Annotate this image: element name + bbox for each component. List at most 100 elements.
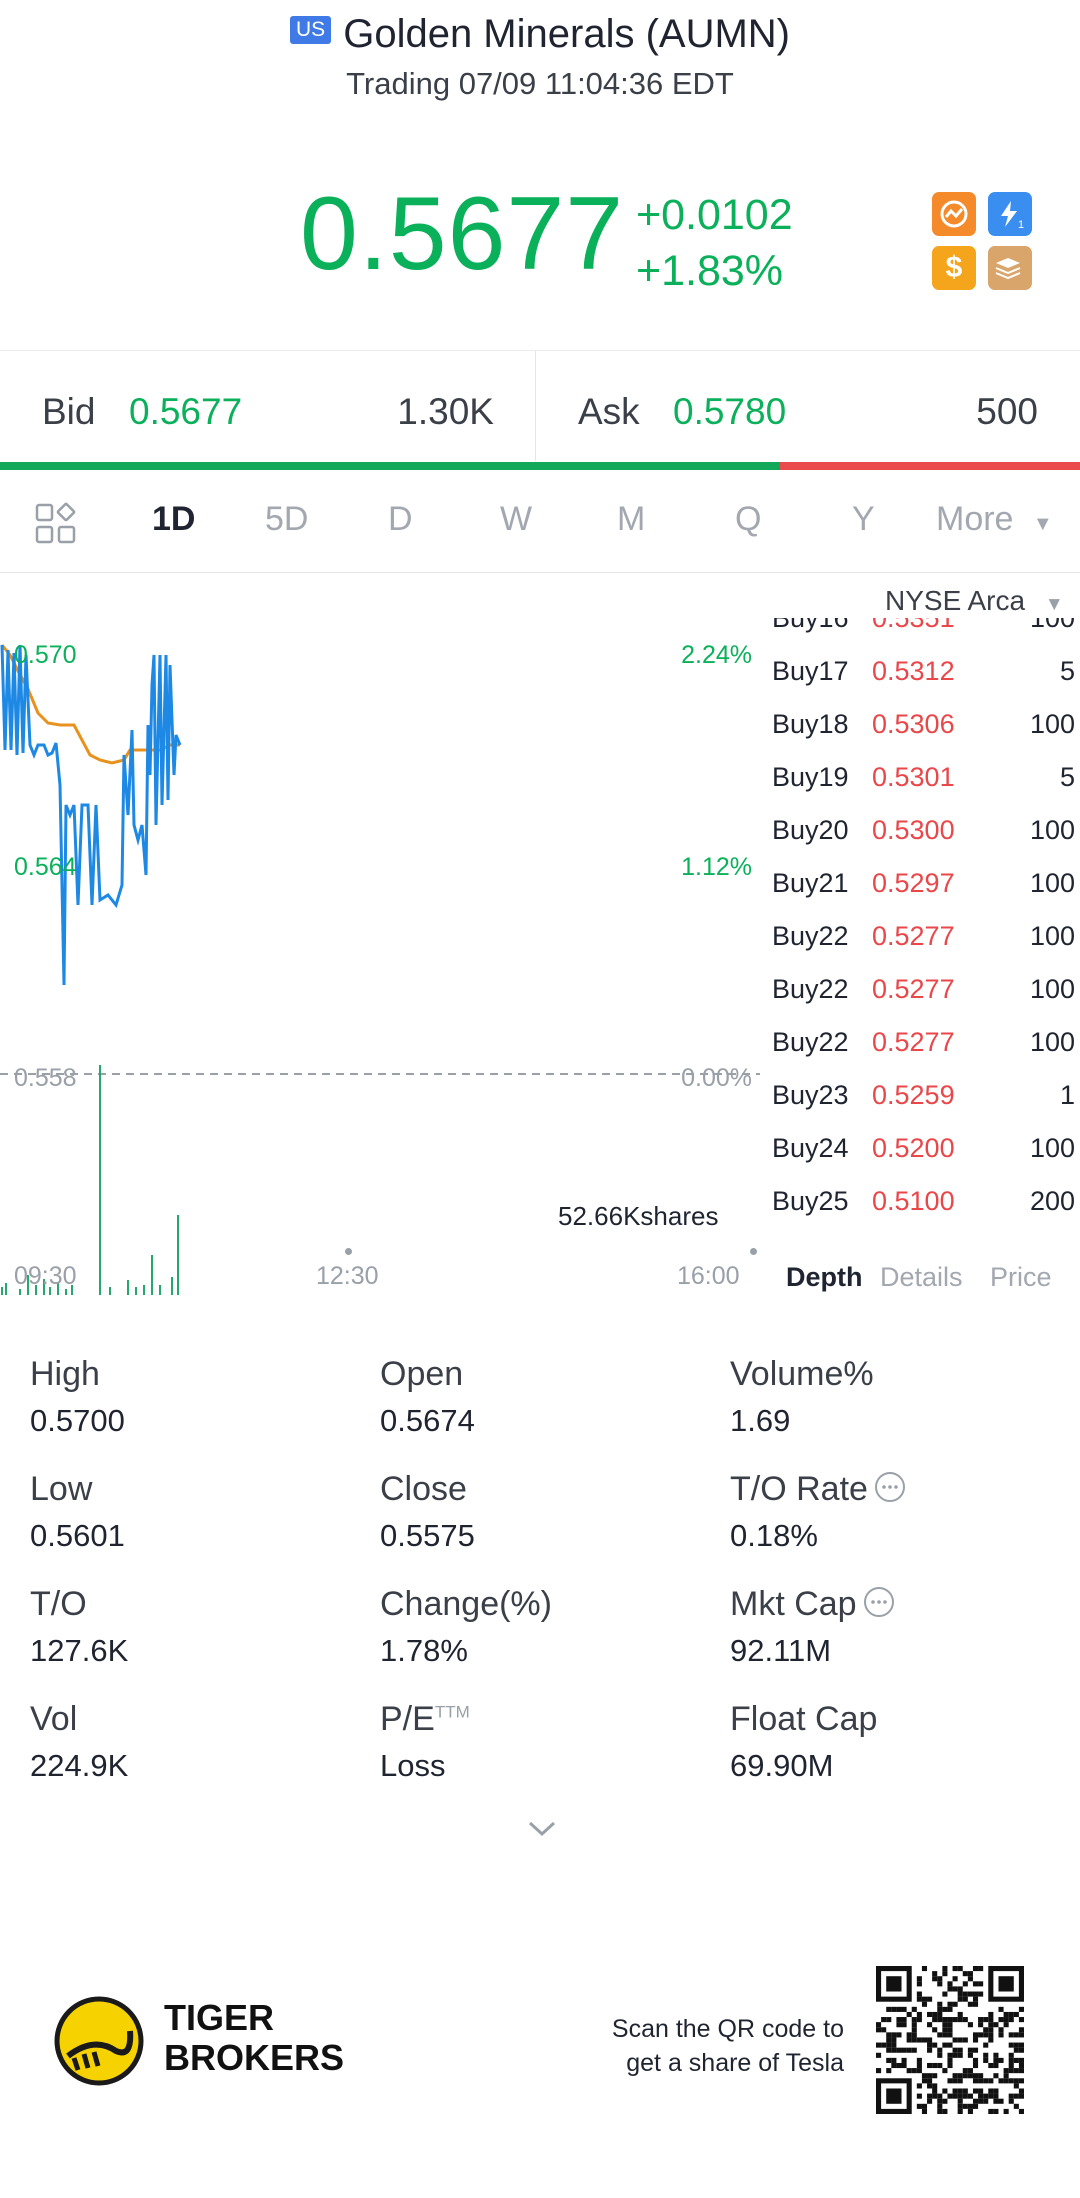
tab-more[interactable]: More ▼ <box>936 500 1053 539</box>
chart-scroll-dot <box>750 1248 757 1255</box>
tab-depth[interactable]: Depth <box>786 1262 863 1292</box>
depth-level: Buy22 <box>772 921 849 951</box>
tab-y[interactable]: Y <box>852 500 875 538</box>
depth-price: 0.5300 <box>872 815 955 845</box>
promo-footer: TIGER BROKERS Scan the QR code to get a … <box>0 1930 1080 2170</box>
depth-row: Buy22 0.5277 100 <box>772 974 1077 1027</box>
depth-level: Buy21 <box>772 868 849 898</box>
pe-superscript: TTM <box>434 1702 470 1722</box>
tab-m[interactable]: M <box>617 500 646 538</box>
stat-label: High <box>30 1355 100 1394</box>
chevron-down-icon: ▼ <box>1032 513 1053 535</box>
trend-icon[interactable] <box>932 192 976 236</box>
ask-size: 500 <box>976 391 1038 432</box>
depth-row: Buy23 0.5259 1 <box>772 1080 1077 1133</box>
depth-row: Buy19 0.5301 5 <box>772 762 1077 815</box>
tab-w[interactable]: W <box>500 500 533 538</box>
depth-level: Buy22 <box>772 1027 849 1057</box>
stat-label: Change(%) <box>380 1585 552 1624</box>
stat-value: 1.69 <box>730 1403 791 1433</box>
price-axis-top: 0.570 <box>14 641 77 669</box>
pct-axis-top: 2.24% <box>681 641 752 669</box>
depth-row: Buy21 0.5297 100 <box>772 868 1077 921</box>
exchange-selector[interactable]: NYSE Arca ▼ <box>885 585 1064 617</box>
tab-price[interactable]: Price <box>990 1262 1052 1292</box>
tab-1d[interactable]: 1D <box>152 500 196 538</box>
stat-value: 0.5700 <box>30 1403 125 1433</box>
stat-value: 69.90M <box>730 1748 834 1778</box>
brand-line-1: TIGER <box>164 1997 275 2038</box>
depth-price: 0.5277 <box>872 974 955 1004</box>
time-axis-mid: 12:30 <box>316 1262 379 1290</box>
intraday-chart[interactable]: 0.570 0.564 0.558 2.24% 1.12% 0.00% 52.6… <box>0 575 760 1295</box>
depth-row: Buy22 0.5277 100 <box>772 921 1077 974</box>
depth-level: Buy17 <box>772 656 849 686</box>
stat-label-text: Change(%) <box>380 1585 552 1623</box>
stat-label-text: Mkt Cap <box>730 1585 857 1623</box>
svg-text:1: 1 <box>1018 219 1024 230</box>
depth-row: Buy24 0.5200 100 <box>772 1133 1077 1186</box>
promo-text: Scan the QR code to get a share of Tesla <box>612 2012 844 2080</box>
time-axis-start: 09:30 <box>14 1262 77 1290</box>
stat-label-text: Open <box>380 1355 464 1393</box>
depth-level: Buy19 <box>772 762 849 792</box>
tab-q[interactable]: Q <box>735 500 762 538</box>
layout-grid-icon[interactable] <box>34 502 78 551</box>
depth-row: Buy16 0.5351 100 <box>772 618 1077 656</box>
last-price: 0.5677 <box>300 176 625 292</box>
tab-5d[interactable]: 5D <box>265 500 309 538</box>
stat-label-text: P/E <box>380 1700 435 1738</box>
volume-label: 52.66Kshares <box>558 1201 719 1231</box>
stat-label: Close <box>380 1470 467 1509</box>
price-axis-mid: 0.564 <box>14 853 77 881</box>
dollar-icon[interactable]: $ <box>932 246 976 290</box>
stat-value: 127.6K <box>30 1633 129 1663</box>
depth-price: 0.5297 <box>872 868 955 898</box>
depth-size: 100 <box>1029 1133 1075 1163</box>
stat-label-text: Float Cap <box>730 1700 878 1738</box>
depth-row: Buy17 0.5312 5 <box>772 656 1077 709</box>
tab-more-label: More <box>936 500 1014 538</box>
depth-price: 0.5301 <box>872 762 955 792</box>
expand-chevron-icon[interactable] <box>526 1818 558 1845</box>
depth-price: 0.5100 <box>872 1186 955 1216</box>
lightning-icon[interactable]: 1 <box>988 192 1032 236</box>
stat-label-text: T/O <box>30 1585 87 1623</box>
ask-ratio-bar <box>780 462 1080 470</box>
depth-price: 0.5306 <box>872 709 955 739</box>
depth-size: 5 <box>1059 762 1075 792</box>
chevron-down-icon: ▼ <box>1044 594 1064 615</box>
depth-level: Buy18 <box>772 709 849 739</box>
depth-list[interactable]: Buy16 0.5351 100 Buy17 0.5312 5 Buy18 0.5306 100… <box>770 618 1080 1254</box>
stat-value: 1.78% <box>380 1633 468 1663</box>
stat-label-text: Vol <box>30 1700 78 1738</box>
layers-icon[interactable] <box>988 246 1032 290</box>
tab-details[interactable]: Details <box>880 1262 963 1292</box>
stat-value: 92.11M <box>730 1633 832 1663</box>
stat-value: 0.5674 <box>380 1403 475 1433</box>
title-row: US Golden Minerals (AUMN) <box>0 12 1080 57</box>
stat-label: P/ETTM <box>380 1700 470 1739</box>
stat-value: 0.5575 <box>380 1518 475 1548</box>
depth-price: 0.5200 <box>872 1133 955 1163</box>
price-change-block: +0.0102 +1.83% <box>636 187 793 299</box>
bid-ask-panel: Bid 0.5677 1.30K Ask 0.5780 500 <box>0 350 1080 471</box>
depth-row: Buy22 0.5277 100 <box>772 1027 1077 1080</box>
stat-label: Float Cap <box>730 1700 877 1739</box>
more-info-icon[interactable] <box>863 1586 895 1627</box>
depth-level: Buy25 <box>772 1186 849 1216</box>
depth-price: 0.5312 <box>872 656 955 686</box>
depth-level: Buy24 <box>772 1133 849 1163</box>
depth-level: Buy16 <box>772 618 849 633</box>
depth-row: Buy25 0.5100 200 <box>772 1186 1077 1239</box>
stat-label-text: T/O Rate <box>730 1470 868 1508</box>
more-info-icon[interactable] <box>874 1471 906 1512</box>
price-change: +0.0102 <box>636 191 793 239</box>
bid-ask-divider <box>535 351 536 461</box>
depth-size: 200 <box>1029 1186 1075 1216</box>
tab-d[interactable]: D <box>388 500 413 538</box>
qr-code <box>876 1966 1024 2114</box>
stats-grid: High 0.5700 Open 0.5674 Volume% 1.69 Low 0.5601… <box>0 1355 1080 1785</box>
bid-size: 1.30K <box>397 391 494 432</box>
depth-size: 100 <box>1029 709 1075 739</box>
